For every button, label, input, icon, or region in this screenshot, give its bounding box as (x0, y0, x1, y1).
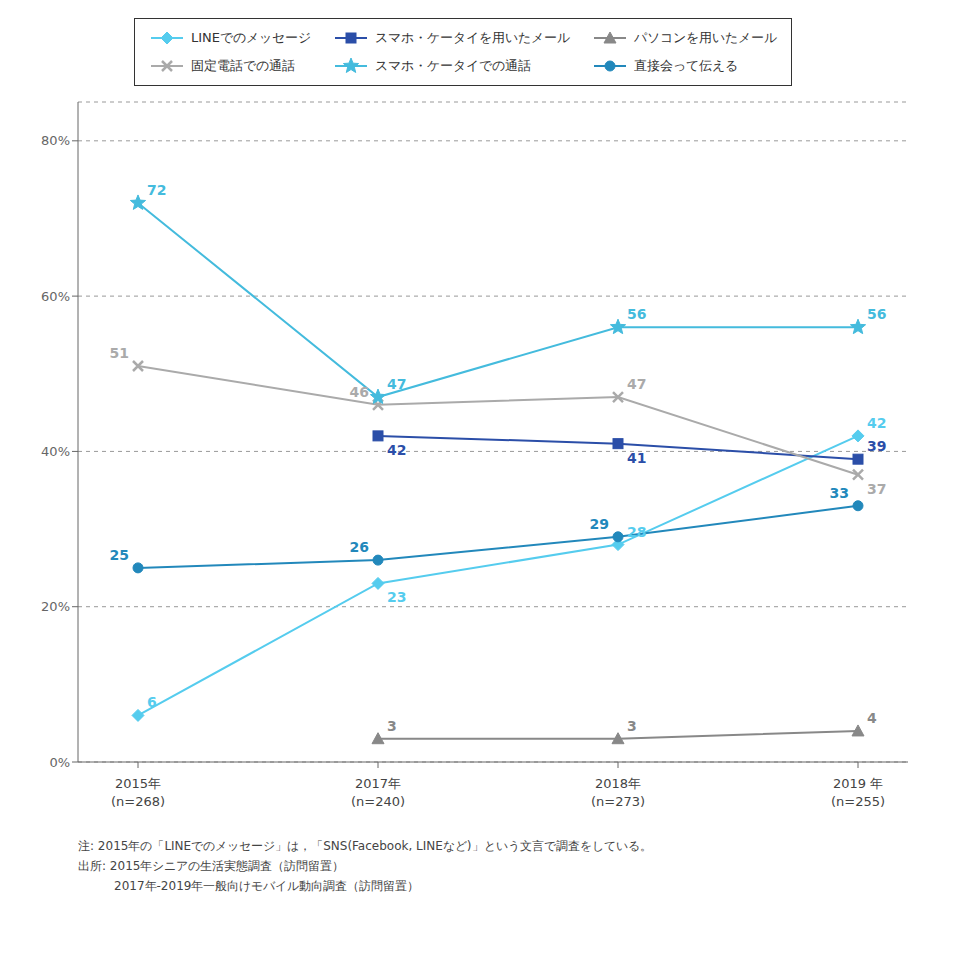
svg-text:26: 26 (350, 539, 369, 555)
svg-text:40%: 40% (41, 444, 70, 459)
svg-text:33: 33 (830, 485, 849, 501)
svg-text:2018年(n=273): 2018年(n=273) (591, 776, 645, 809)
html-text:スマホ・ケータイでの通話: スマホ・ケータイでの通話 (375, 58, 531, 73)
html-text:注: 2015年の「LINEでのメッセージ」は，「SNS(F: 注: 2015年の「LINEでのメッセージ」は，「SNS(Facebook, L… (78, 839, 652, 853)
html-text:直接会って伝える: 直接会って伝える (634, 58, 738, 73)
svg-text:28: 28 (627, 524, 646, 540)
svg-text:2015年(n=268): 2015年(n=268) (111, 776, 165, 809)
svg-text:2017年(n=240): 2017年(n=240) (351, 776, 405, 809)
svg-text:46: 46 (350, 384, 369, 400)
svg-text:6: 6 (147, 694, 157, 710)
svg-text:60%: 60% (41, 289, 70, 304)
svg-text:72: 72 (147, 182, 166, 198)
svg-text:47: 47 (387, 376, 406, 392)
svg-text:3: 3 (627, 718, 637, 734)
html-text:スマホ・ケータイを用いたメール: スマホ・ケータイを用いたメール (375, 30, 570, 45)
svg-text:80%: 80% (41, 133, 70, 148)
html-text:LINEでのメッセージ: LINEでのメッセージ (191, 30, 311, 45)
svg-text:29: 29 (590, 516, 609, 532)
html-text:固定電話での通話: 固定電話での通話 (191, 58, 295, 73)
svg-text:41: 41 (627, 450, 646, 466)
svg-text:20%: 20% (41, 599, 70, 614)
html-text:パソコンを用いたメール: パソコンを用いたメール (634, 30, 777, 45)
svg-text:42: 42 (867, 415, 886, 431)
svg-text:2019 年(n=255): 2019 年(n=255) (831, 776, 885, 809)
svg-text:23: 23 (387, 589, 406, 605)
svg-text:42: 42 (387, 442, 406, 458)
svg-text:3: 3 (387, 718, 397, 734)
svg-text:25: 25 (110, 547, 129, 563)
html-text:2017年-2019年一般向けモバイル動向調査（訪問留置）: 2017年-2019年一般向けモバイル動向調査（訪問留置） (78, 879, 420, 893)
svg-text:47: 47 (627, 376, 646, 392)
html-text:出所: 2015年シニアの生活実態調査（訪問留置）: 出所: 2015年シニアの生活実態調査（訪問留置） (78, 859, 345, 873)
svg-text:37: 37 (867, 481, 886, 497)
svg-text:4: 4 (867, 710, 877, 726)
svg-text:39: 39 (867, 438, 886, 454)
svg-text:56: 56 (627, 306, 646, 322)
svg-text:0%: 0% (49, 755, 70, 770)
svg-text:56: 56 (867, 306, 886, 322)
svg-text:51: 51 (110, 345, 129, 361)
